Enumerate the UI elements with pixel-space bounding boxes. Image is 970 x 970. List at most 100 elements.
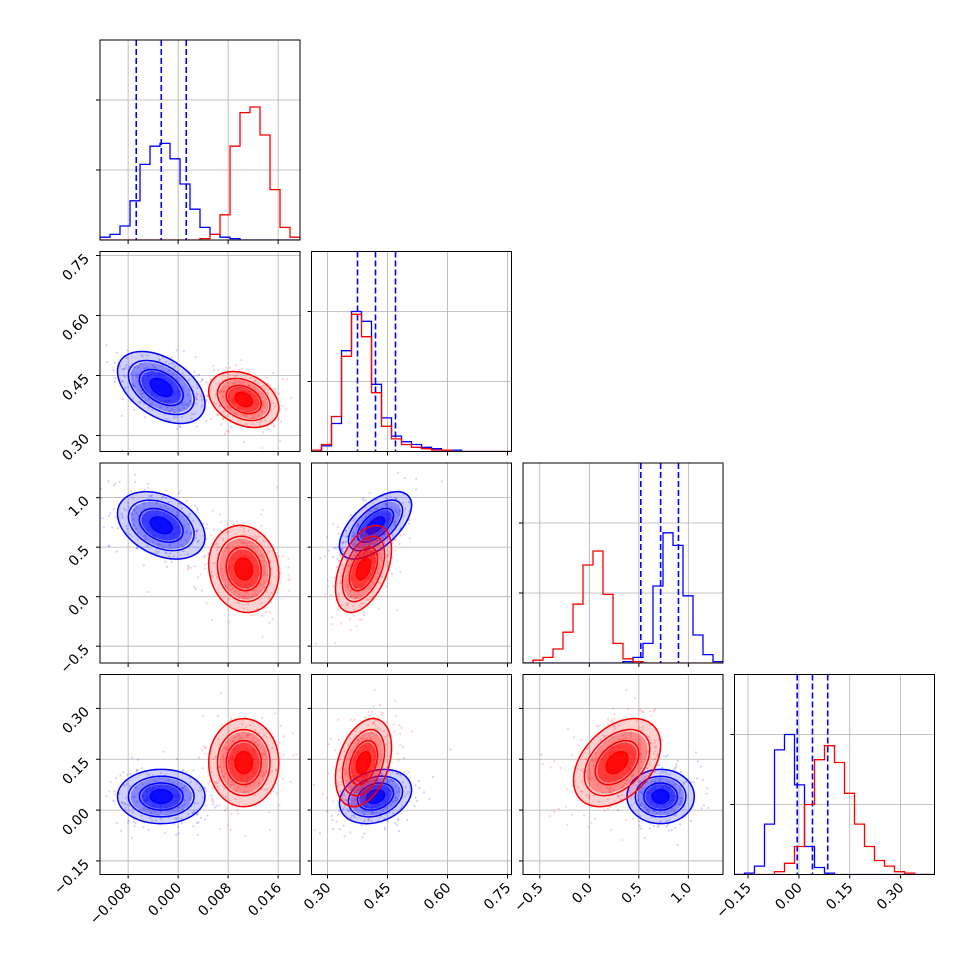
contour-1 <box>594 739 640 786</box>
scatter-point <box>260 408 263 411</box>
contour-1 <box>208 524 280 614</box>
scatter-point <box>249 376 252 379</box>
scatter-point <box>214 543 218 546</box>
scatter-point <box>361 499 364 502</box>
scatter-point <box>399 744 402 747</box>
scatter-point <box>368 537 371 540</box>
scatter-point <box>118 364 122 367</box>
contour-1 <box>216 728 271 797</box>
scatter-point <box>358 605 361 608</box>
scatter-point <box>662 755 665 758</box>
scatter-point <box>242 530 245 534</box>
scatter-point <box>112 369 115 372</box>
scatter-point <box>659 810 662 814</box>
scatter-point <box>381 809 385 812</box>
scatter-point <box>120 829 123 832</box>
scatter-point <box>383 826 387 829</box>
scatter-point <box>622 784 625 787</box>
scatter-point <box>113 380 117 384</box>
scatter-point <box>348 590 351 593</box>
scatter-point <box>640 767 643 770</box>
scatter-point <box>415 477 418 480</box>
scatter-point <box>251 737 254 740</box>
scatter-point <box>642 728 645 731</box>
scatter-point <box>221 537 224 540</box>
scatter-point <box>394 520 397 523</box>
scatter-point <box>172 416 175 419</box>
scatter-point <box>674 768 677 771</box>
scatter-point <box>391 800 394 804</box>
scatter-point <box>679 771 682 774</box>
scatter-point <box>641 725 644 728</box>
scatter-point <box>240 367 244 370</box>
scatter-point <box>177 806 180 809</box>
scatter-point <box>244 785 247 788</box>
scatter-point <box>195 536 198 539</box>
scatter-point <box>257 744 260 747</box>
scatter-point <box>379 759 382 762</box>
scatter-point <box>126 803 129 807</box>
scatter-point <box>253 741 256 745</box>
scatter-point <box>264 419 267 422</box>
scatter-point <box>370 815 374 818</box>
scatter-point <box>357 788 360 791</box>
scatter-point <box>396 511 399 515</box>
scatter-point <box>272 387 275 390</box>
scatter-point <box>264 610 267 614</box>
scatter-point <box>195 821 199 825</box>
scatter-point <box>685 780 688 783</box>
scatter-point <box>384 503 387 506</box>
scatter-point <box>229 588 232 591</box>
scatter-point <box>245 734 249 737</box>
scatter-point <box>638 824 641 827</box>
scatter-point <box>610 721 613 724</box>
scatter-point <box>181 386 185 389</box>
scatter-point <box>256 593 259 596</box>
scatter-point <box>264 769 268 773</box>
scatter-point <box>192 810 196 813</box>
scatter-point <box>633 696 637 700</box>
scatter-point <box>391 779 394 783</box>
scatter-point <box>411 730 414 733</box>
scatter-point <box>339 582 343 585</box>
scatter-point <box>186 514 189 517</box>
scatter-point <box>274 768 278 771</box>
scatter-point <box>146 354 149 357</box>
scatter-point <box>386 760 389 763</box>
scatter-point <box>205 523 208 526</box>
scatter-point <box>195 398 198 401</box>
scatter-point <box>229 584 232 587</box>
scatter-point <box>565 787 568 790</box>
scatter-point <box>281 778 285 781</box>
scatter-point <box>361 810 365 813</box>
scatter-point <box>407 790 410 794</box>
scatter-point <box>126 501 130 504</box>
scatter-point <box>164 551 167 554</box>
x-tick-label: −0.5 <box>511 880 546 915</box>
scatter-point <box>380 536 383 539</box>
scatter-point <box>659 819 662 823</box>
histogram-series-1 <box>100 106 300 240</box>
scatter-point <box>391 541 394 544</box>
scatter-point <box>85 799 87 801</box>
scatter-point <box>645 751 648 754</box>
y-tick-label: −0.5 <box>57 642 92 677</box>
scatter-point <box>588 777 591 780</box>
y-tick-label: 0.00 <box>59 806 92 839</box>
scatter-point <box>642 710 645 714</box>
scatter-point <box>247 732 250 736</box>
scatter-point <box>159 810 162 813</box>
scatter-point <box>202 714 205 717</box>
scatter-point <box>268 621 271 624</box>
scatter-point <box>361 789 364 792</box>
scatter-point <box>371 812 374 815</box>
scatter-point <box>400 804 403 807</box>
contour-0 <box>149 377 173 398</box>
scatter-point <box>122 783 125 786</box>
scatter-point <box>382 532 385 535</box>
scatter-point <box>287 574 290 577</box>
scatter-point <box>654 739 657 742</box>
scatter-point <box>664 770 667 774</box>
scatter-point <box>220 389 223 392</box>
scatter-point <box>214 756 217 759</box>
